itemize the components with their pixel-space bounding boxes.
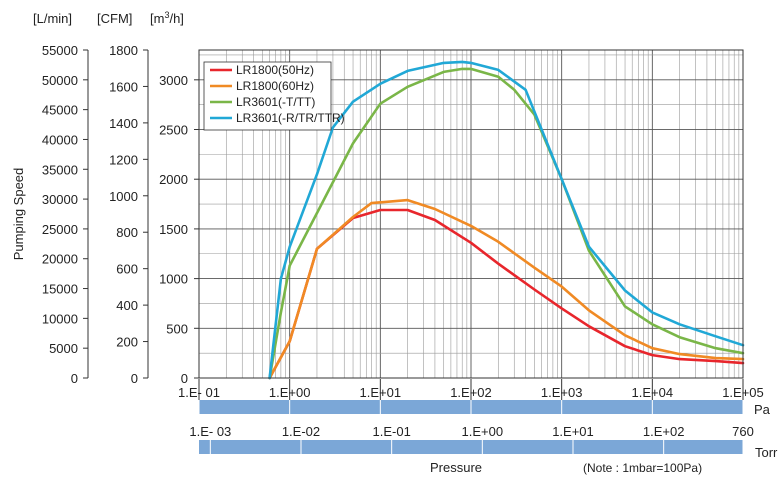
y-tick-label: 1000 (159, 272, 188, 287)
y-tick-labels: 0500010000150002000025000300003500040000… (42, 43, 199, 386)
torr-tick-label: 1.E+01 (552, 424, 594, 439)
y-tick-label: 40000 (42, 132, 78, 147)
y-axes: 0500010000150002000025000300003500040000… (11, 10, 200, 386)
pa-tick-label: 1.E+00 (269, 385, 311, 400)
pa-tick-label: 1.E+01 (360, 385, 402, 400)
y-tick-label: 600 (116, 262, 138, 277)
y-unit-lpm: [L/min] (33, 11, 72, 26)
pa-axis-unit: Pa (754, 402, 771, 417)
legend: LR1800(50Hz) LR1800(60Hz) LR3601(-T/TT) LR3… (203, 61, 345, 131)
y-tick-label: 1200 (109, 152, 138, 167)
pa-tick-label: 1.E- 01 (178, 385, 220, 400)
legend-label: LR1800(60Hz) (236, 79, 314, 93)
torr-tick-label: 1.E+00 (462, 424, 504, 439)
y-unit-m3h: [m3/h] (150, 10, 184, 26)
legend-label: LR1800(50Hz) (236, 63, 314, 77)
y-tick-label: 5000 (49, 341, 78, 356)
y-unit-m3h-main: [m (150, 11, 164, 26)
torr-tick-label: 1.E-01 (373, 424, 411, 439)
y-tick-label: 35000 (42, 162, 78, 177)
y-tick-label: 50000 (42, 73, 78, 88)
y-axis-label: Pumping Speed (11, 168, 26, 261)
pa-axis: Pa 1.E- 01 1.E+00 1.E+01 1.E+02 1.E+03 1.E+04… (178, 379, 771, 417)
torr-tick-label: 1.E+02 (643, 424, 685, 439)
y-tick-label: 1500 (159, 222, 188, 237)
series-line (268, 67, 745, 380)
y-tick-label: 2500 (159, 123, 188, 138)
y-unit-m3h-sup: 3 (164, 10, 169, 20)
series-line (268, 198, 745, 380)
x-axis-label: Pressure (430, 460, 482, 475)
y-tick-label: 500 (166, 321, 188, 336)
legend-label: LR3601(-R/TR/TTR) (236, 111, 345, 125)
pa-tick-label: 1.E+05 (722, 385, 764, 400)
y-tick-label: 55000 (42, 43, 78, 58)
torr-tick-label: 1.E-02 (282, 424, 320, 439)
y-tick-label: 30000 (42, 192, 78, 207)
y-tick-label: 15000 (42, 282, 78, 297)
y-tick-label: 20000 (42, 252, 78, 267)
y-tick-label: 1800 (109, 43, 138, 58)
torr-axis: Torr 1.E- 03 1.E-02 1.E-01 1.E+00 1.E+01 1.E+… (189, 424, 778, 460)
y-tick-label: 1600 (109, 79, 138, 94)
torr-axis-bar (199, 440, 743, 454)
torr-tick-label: 760 (732, 424, 754, 439)
y-tick-label: 2000 (159, 172, 188, 187)
pa-tick-label: 1.E+02 (450, 385, 492, 400)
pa-tick-label: 1.E+04 (632, 385, 674, 400)
y-tick-label: 25000 (42, 222, 78, 237)
torr-tick-label: 1.E- 03 (189, 424, 231, 439)
y-tick-label: 0 (131, 371, 138, 386)
pa-tick-label: 1.E+03 (541, 385, 583, 400)
y-tick-label: 200 (116, 335, 138, 350)
series-lines (268, 60, 745, 380)
series-line (268, 60, 745, 380)
y-tick-label: 45000 (42, 103, 78, 118)
y-unit-cfm: [CFM] (97, 11, 132, 26)
torr-axis-unit: Torr (755, 445, 778, 460)
y-tick-label: 0 (181, 371, 188, 386)
unit-note: (Note : 1mbar=100Pa) (583, 461, 702, 475)
legend-label: LR3601(-T/TT) (236, 95, 315, 109)
y-tick-label: 800 (116, 225, 138, 240)
y-tick-label: 1400 (109, 116, 138, 131)
y-tick-label: 1000 (109, 189, 138, 204)
y-unit-m3h-tail: /h] (169, 11, 183, 26)
y-tick-label: 0 (71, 371, 78, 386)
y-tick-label: 10000 (42, 311, 78, 326)
y-tick-label: 400 (116, 298, 138, 313)
y-tick-label: 3000 (159, 73, 188, 88)
